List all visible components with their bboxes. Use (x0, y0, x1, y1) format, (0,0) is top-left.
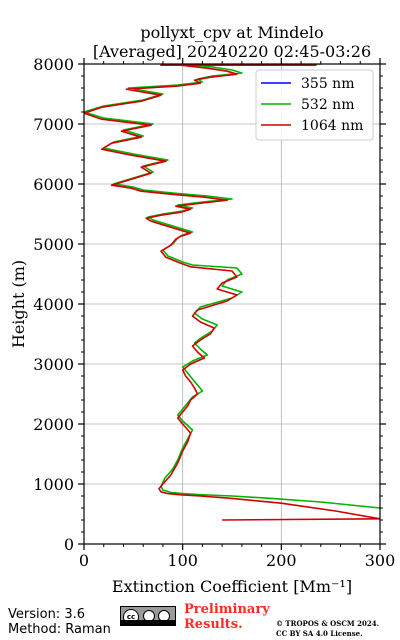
method-text: Method: Raman (8, 622, 111, 637)
x-tick-label: 200 (266, 551, 297, 570)
x-tick-label: 300 (365, 551, 396, 570)
legend-label: 532 nm (301, 97, 354, 113)
chart-subtitle: [Averaged] 20240220 02:45-03:26 (92, 42, 372, 61)
y-tick-label: 5000 (33, 235, 74, 254)
copyright-line-1: © TROPOS & OSCM 2024. (276, 619, 380, 628)
series-line-2 (84, 64, 380, 521)
y-tick-label: 3000 (33, 355, 74, 374)
legend: 355 nm 532 nm 1064 nm (255, 69, 374, 141)
copyright-line-2: CC BY SA 4.0 License. (276, 629, 363, 638)
y-axis-label: Height (m) (9, 260, 28, 348)
x-tick-label: 0 (79, 551, 89, 570)
y-tick-label: 8000 (33, 55, 74, 74)
y-tick-label: 7000 (33, 115, 74, 134)
legend-label: 1064 nm (301, 118, 363, 134)
preliminary-line-1: Preliminary (184, 602, 270, 617)
y-tick-label: 0 (64, 535, 74, 554)
legend-label: 355 nm (301, 76, 354, 92)
series-layer (84, 64, 380, 521)
y-tick-label: 6000 (33, 175, 74, 194)
version-text: Version: 3.6 (8, 607, 85, 622)
y-tick-label: 2000 (33, 415, 74, 434)
cc-by-sa-icon: cc (120, 606, 176, 626)
grid (83, 63, 381, 545)
y-tick-label: 1000 (33, 475, 74, 494)
preliminary-line-2: Results. (184, 617, 243, 632)
preliminary-notice: Preliminary Results. (184, 602, 270, 632)
y-tick-label: 4000 (33, 295, 74, 314)
chart-title: pollyxt_cpv at Mindelo (140, 23, 324, 42)
x-axis-label: Extinction Coefficient [Mm⁻¹] (112, 577, 352, 596)
copyright-notice: © TROPOS & OSCM 2024. CC BY SA 4.0 Licen… (276, 619, 379, 639)
legend-box (255, 69, 374, 141)
ticks: 0 100 200 300010002000300040005000600070008… (33, 55, 395, 570)
x-tick-label: 100 (167, 551, 198, 570)
